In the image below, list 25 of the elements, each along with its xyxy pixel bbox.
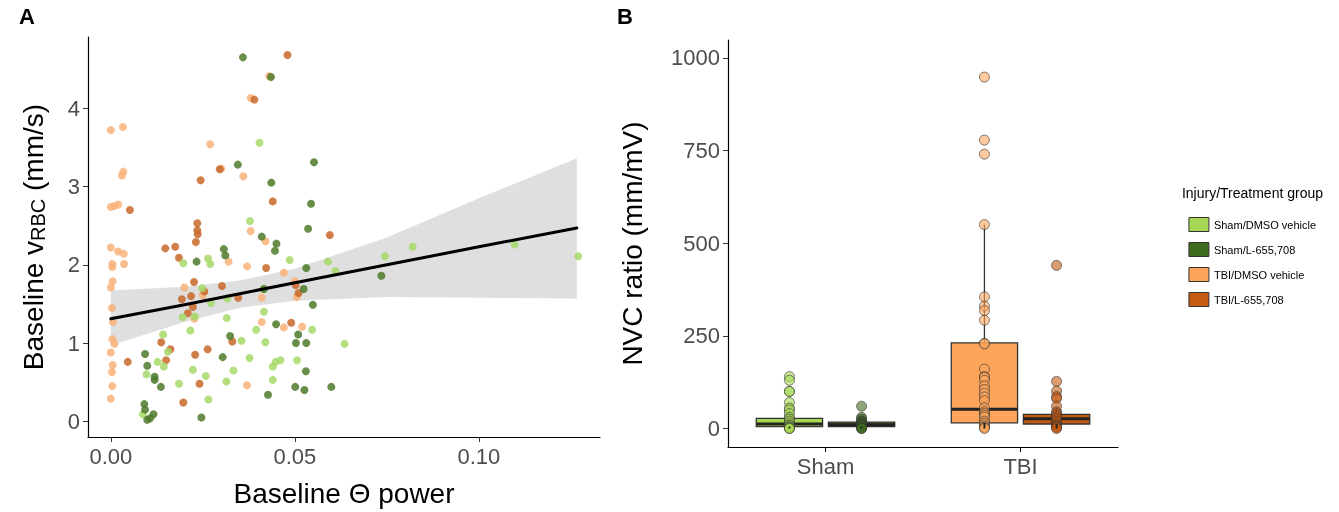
y-tick-label: 1000 bbox=[671, 45, 720, 71]
y-tick-label: 750 bbox=[683, 137, 720, 163]
legend-label: Sham/DMSO vehicle bbox=[1213, 218, 1317, 231]
y-tick-label: 250 bbox=[683, 323, 720, 349]
y-tick-label: 2 bbox=[67, 252, 80, 278]
legend-label: TBI/L-655,708 bbox=[1213, 293, 1284, 306]
x-tick-label: 0.00 bbox=[89, 443, 133, 469]
y-tick-label: 0 bbox=[67, 408, 80, 434]
y-axis-title: Baseline vRBC (mm/s) bbox=[17, 103, 49, 371]
y-tick-label: 0 bbox=[707, 415, 720, 441]
legend-label: Sham/L-655,708 bbox=[1213, 243, 1296, 256]
legend-title: Injury/Treatment group bbox=[1181, 185, 1324, 201]
chart-title: B bbox=[617, 3, 633, 29]
x-tick-label: 0.05 bbox=[273, 443, 317, 469]
x-tick-label: Sham bbox=[796, 453, 855, 479]
y-tick-label: 1 bbox=[67, 330, 80, 356]
y-tick-label: 500 bbox=[683, 230, 720, 256]
y-axis-title: NVC ratio (mm/mV) bbox=[616, 121, 648, 366]
x-axis-title: Baseline Θ power bbox=[233, 477, 455, 509]
x-tick-label: 0.10 bbox=[457, 443, 501, 469]
chart-title: A bbox=[19, 3, 35, 29]
y-tick-label: 3 bbox=[67, 174, 80, 200]
x-tick-label: TBI bbox=[1003, 453, 1038, 479]
legend-label: TBI/DMSO vehicle bbox=[1213, 268, 1305, 281]
y-tick-label: 4 bbox=[67, 95, 80, 121]
